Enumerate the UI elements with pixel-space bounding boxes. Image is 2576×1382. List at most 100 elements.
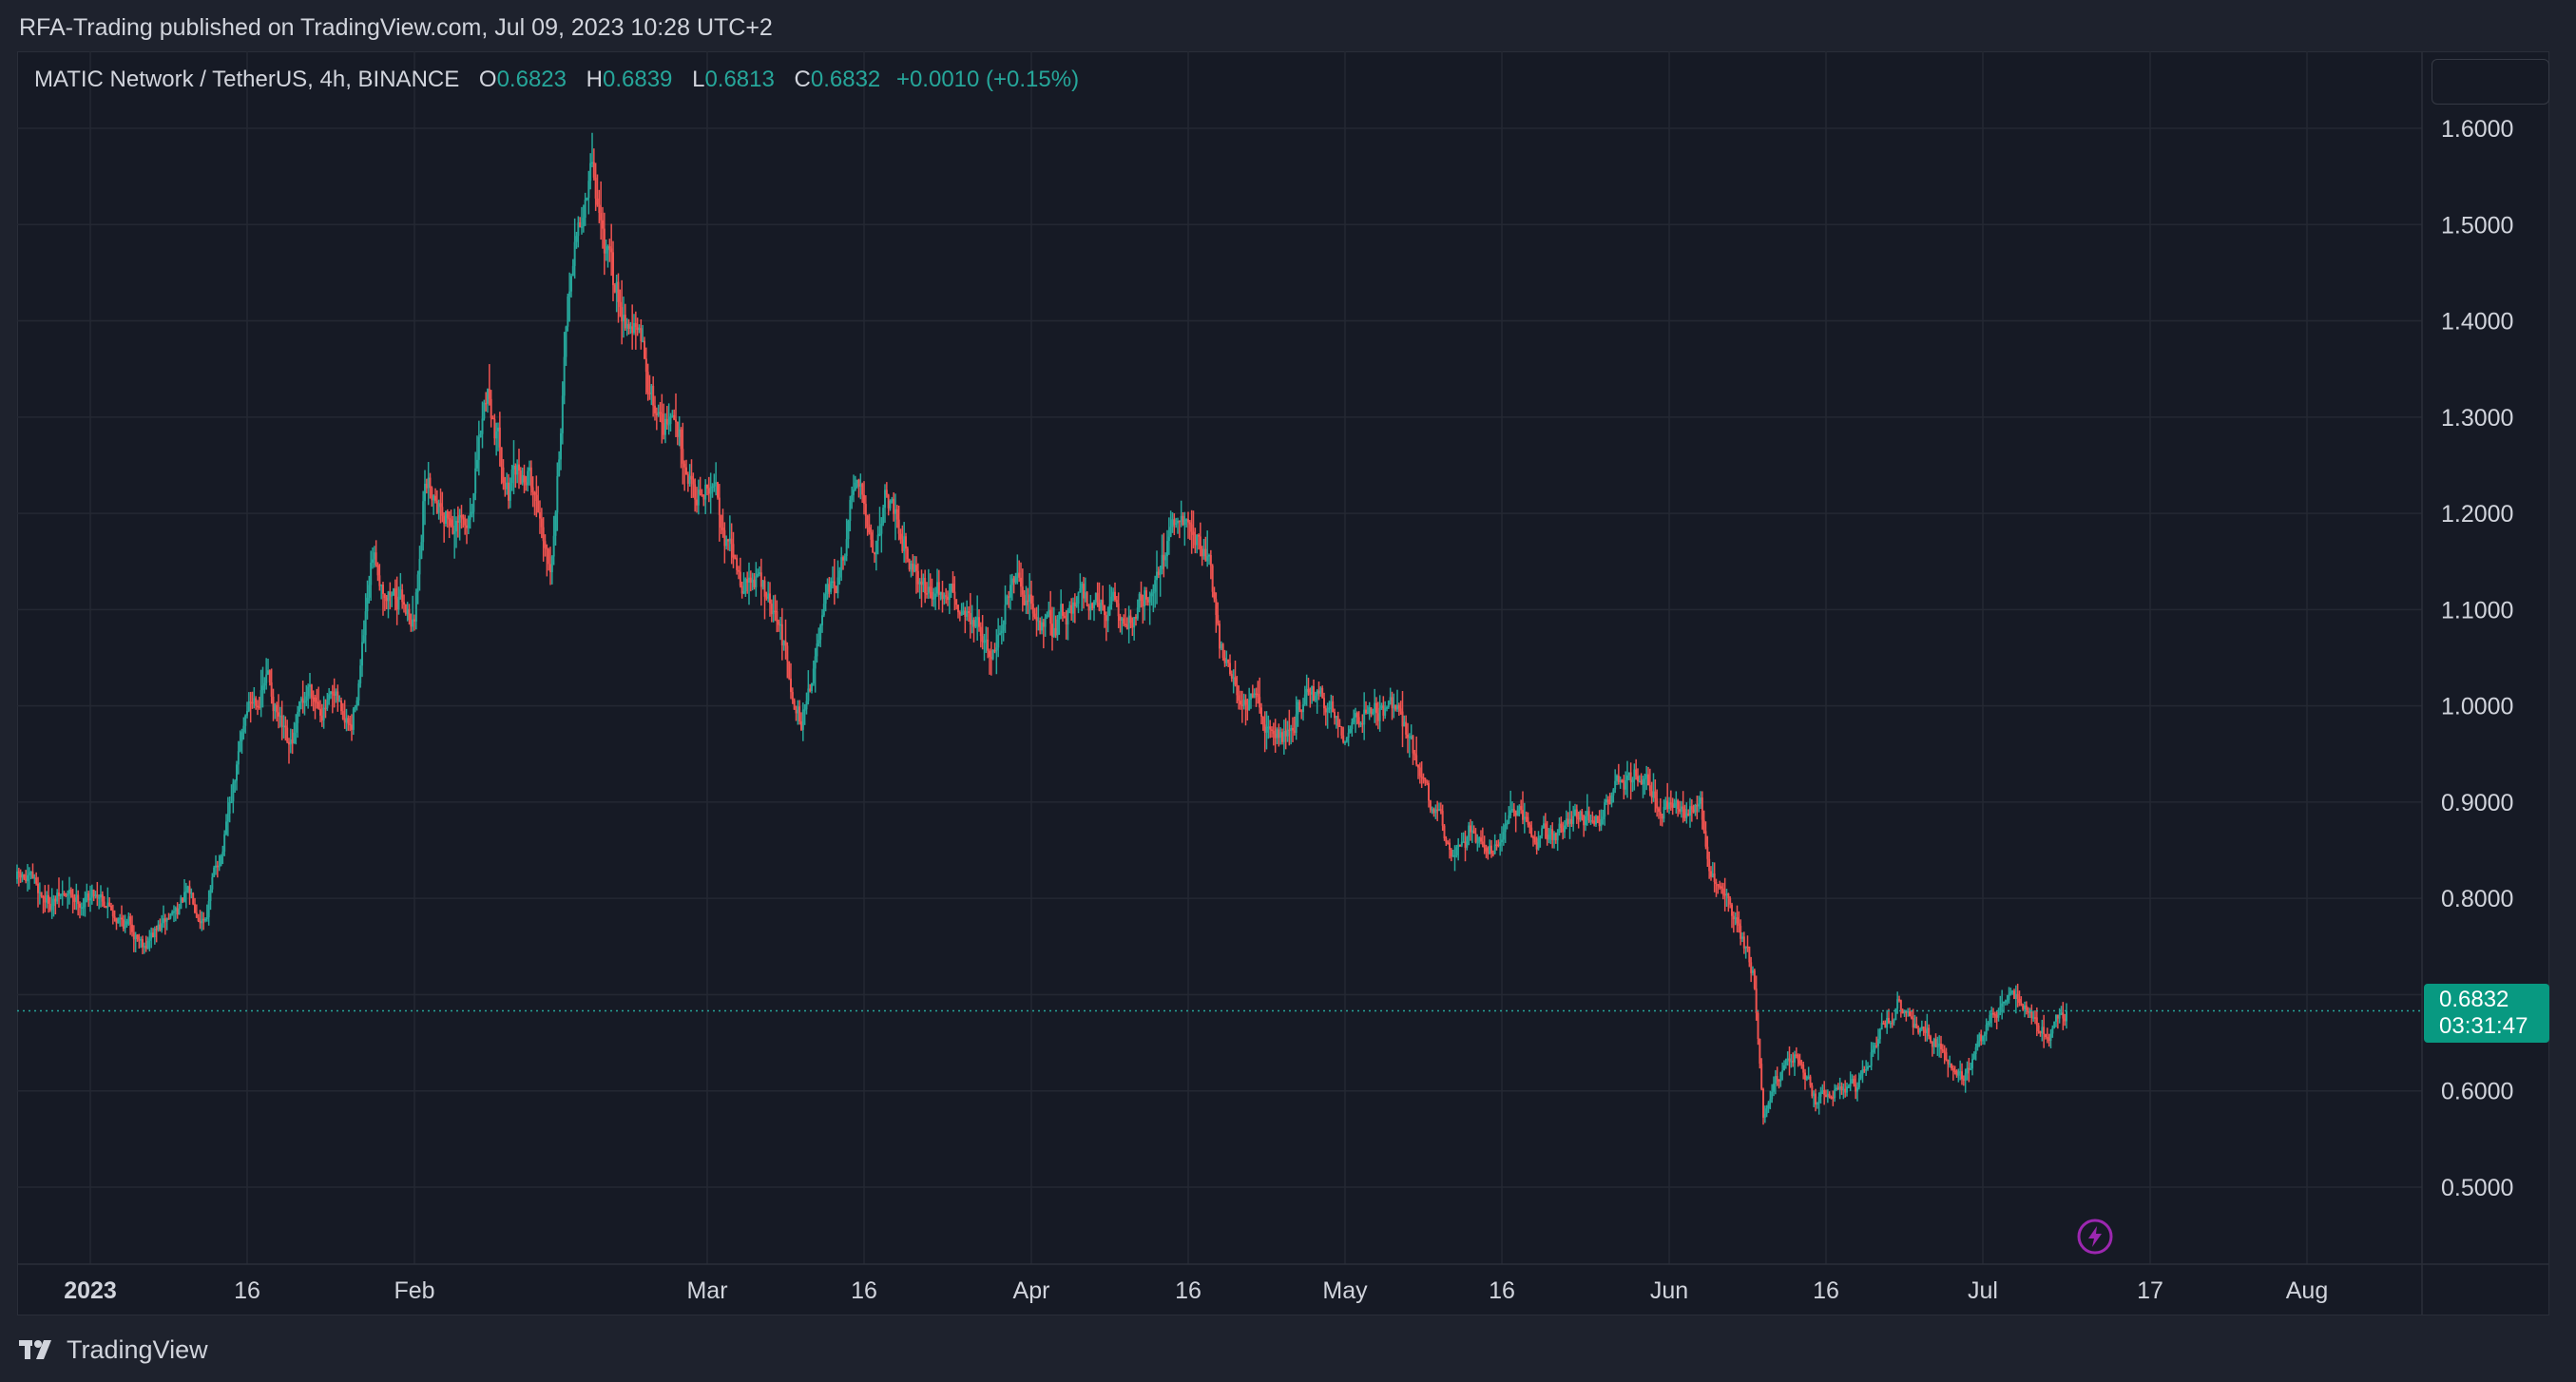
- candle-body: [1659, 812, 1662, 816]
- candle-body: [1394, 704, 1397, 710]
- candle-body: [1708, 858, 1711, 872]
- candle-body: [431, 488, 433, 501]
- candle-body: [362, 635, 365, 643]
- candle-body: [1698, 803, 1701, 807]
- candle-body: [29, 872, 32, 873]
- candle-body: [443, 515, 446, 524]
- candle-body: [309, 684, 311, 687]
- candle-body: [901, 539, 904, 551]
- candle-body: [1802, 1065, 1805, 1073]
- candle-body: [122, 919, 125, 929]
- candle-body: [814, 656, 817, 669]
- candle-body: [798, 706, 801, 722]
- candle-body: [1776, 1076, 1778, 1080]
- candle-body: [413, 619, 415, 622]
- candle-body: [875, 540, 877, 555]
- candle-body: [548, 549, 550, 565]
- candle-body: [59, 894, 62, 896]
- candle-body: [253, 698, 256, 703]
- candle-body: [493, 418, 496, 439]
- candle-body: [826, 584, 829, 594]
- candle-body: [1042, 622, 1045, 627]
- candle-body: [1518, 806, 1521, 811]
- candle-body: [1138, 593, 1141, 608]
- candle-body: [1368, 707, 1371, 713]
- candle-body: [502, 467, 505, 483]
- candle-body: [500, 447, 503, 468]
- candle-body: [1671, 804, 1674, 808]
- candle-body: [1779, 1072, 1782, 1082]
- legend-toggle-box[interactable]: [2432, 59, 2549, 105]
- candle-body: [962, 610, 965, 615]
- tradingview-logo[interactable]: TradingView: [19, 1333, 208, 1367]
- candle-body: [1943, 1050, 1946, 1053]
- lightning-bolt-icon[interactable]: [2076, 1218, 2114, 1256]
- candle-body: [1901, 1009, 1904, 1014]
- candle-body: [1815, 1093, 1817, 1105]
- candle-body: [1375, 702, 1377, 714]
- candle-body: [828, 584, 831, 592]
- candle-body: [1389, 697, 1392, 701]
- ohlc-legend: MATIC Network / TetherUS, 4h, BINANCE O0…: [34, 67, 1079, 93]
- candle-body: [1058, 611, 1061, 620]
- candle-body: [648, 393, 651, 394]
- candle-body: [730, 538, 733, 545]
- chart-pane[interactable]: [17, 51, 2549, 1315]
- candle-body: [1685, 813, 1688, 818]
- candle-body: [913, 565, 916, 572]
- candle-body: [1760, 1064, 1763, 1089]
- candle-body: [394, 588, 396, 600]
- candle-body: [1145, 590, 1147, 600]
- candle-body: [619, 301, 622, 308]
- candle-body: [1182, 515, 1184, 526]
- candle-body: [757, 573, 759, 577]
- candle-body: [1868, 1065, 1871, 1068]
- candle-body: [1293, 730, 1296, 733]
- candle-body: [948, 592, 951, 601]
- candle-body: [209, 889, 212, 901]
- candle-body: [1399, 708, 1402, 712]
- candle-body: [1041, 622, 1043, 631]
- candle-body: [531, 487, 534, 492]
- y-tick-label: 1.5000: [2441, 212, 2513, 239]
- candle-body: [1805, 1076, 1808, 1080]
- candle-body: [1581, 811, 1584, 816]
- tradingview-logo-icon: [19, 1340, 51, 1359]
- candle-body: [1490, 845, 1492, 854]
- symbol-description[interactable]: MATIC Network / TetherUS, 4h, BINANCE: [34, 67, 460, 92]
- candle-body: [1886, 1017, 1889, 1028]
- candle-body: [2055, 1014, 2057, 1022]
- candle-body: [320, 715, 323, 721]
- candle-body: [1457, 844, 1460, 848]
- candle-body: [163, 918, 166, 922]
- candle-body: [228, 802, 231, 815]
- candle-body: [740, 585, 743, 594]
- candle-body: [1673, 802, 1676, 808]
- candle-body: [894, 509, 896, 514]
- candle-body: [1957, 1071, 1960, 1076]
- candle-body: [140, 939, 143, 941]
- candle-body: [448, 517, 451, 520]
- candle-body: [675, 419, 677, 422]
- candle-body: [606, 246, 609, 251]
- candle-body: [843, 555, 846, 561]
- candle-body: [1401, 711, 1404, 727]
- high-value: 0.6839: [603, 67, 673, 92]
- candle-body: [2035, 1017, 2038, 1026]
- candle-body: [506, 482, 509, 489]
- candle-body: [108, 902, 111, 906]
- candle-body: [1783, 1065, 1785, 1071]
- candle-body: [341, 711, 344, 720]
- candle-body: [924, 577, 927, 594]
- candle-body: [2014, 993, 2017, 999]
- candle-body: [1431, 809, 1433, 811]
- candle-body: [375, 552, 377, 566]
- candle-body: [1478, 837, 1481, 842]
- candle-body: [2062, 1012, 2065, 1019]
- candle-body: [450, 519, 452, 527]
- candle-body: [1675, 800, 1678, 803]
- candle-body: [1794, 1054, 1796, 1063]
- candle-body: [1328, 707, 1331, 710]
- candle-body: [1612, 789, 1615, 796]
